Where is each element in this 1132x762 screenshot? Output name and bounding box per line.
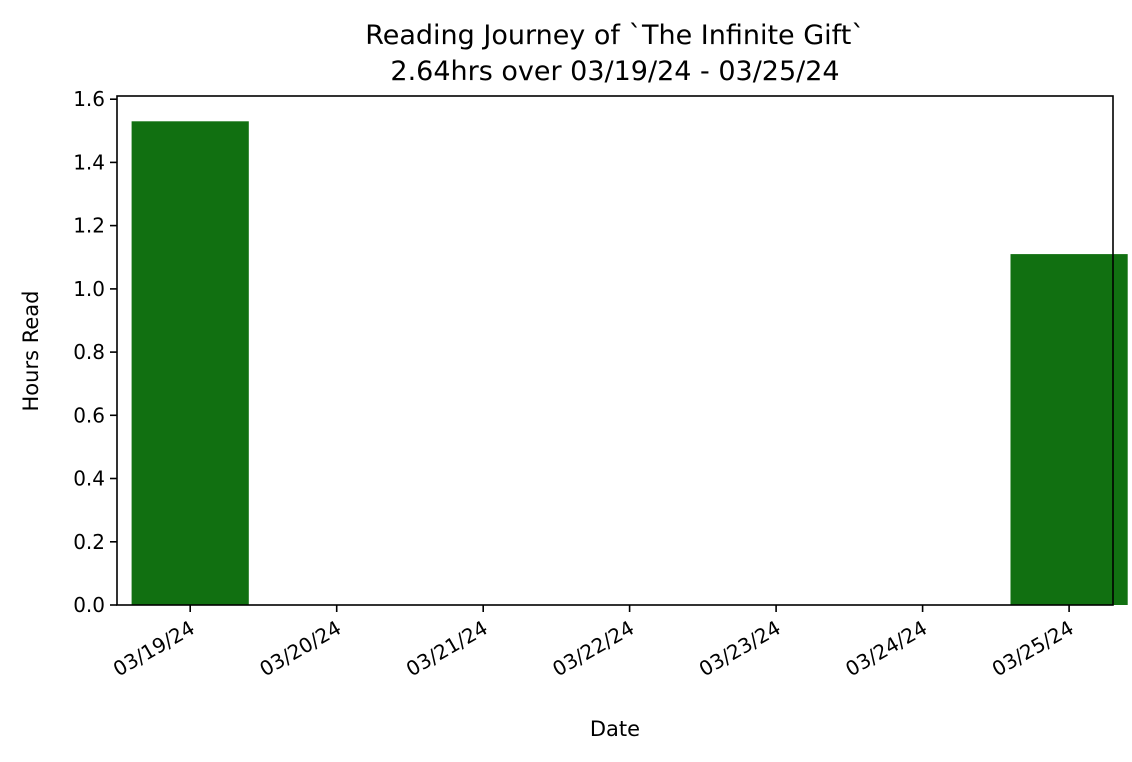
x-axis-label: Date	[590, 717, 640, 741]
chart-title: Reading Journey of `The Infinite Gift`	[365, 20, 865, 51]
y-tick-label: 0.2	[73, 530, 105, 554]
y-axis-ticks: 0.0 0.2 0.4 0.6 0.8 1.0 1.2 1.4 1.6	[73, 87, 117, 617]
x-tick-label: 03/20/24	[255, 616, 345, 682]
bars-group	[131, 121, 1128, 606]
bar-03/19/24	[131, 121, 249, 606]
y-tick-label: 1.0	[73, 277, 105, 301]
y-tick-label: 1.6	[73, 87, 105, 111]
chart-subtitle: 2.64hrs over 03/19/24 - 03/25/24	[390, 56, 839, 87]
y-tick-label: 0.6	[73, 403, 105, 427]
bar-03/25/24	[1010, 254, 1128, 605]
y-tick-label: 0.4	[73, 467, 105, 491]
plot-frame	[116, 95, 1114, 606]
x-tick-label: 03/21/24	[402, 616, 492, 682]
x-tick-label: 03/23/24	[695, 616, 785, 682]
y-tick-label: 0.8	[73, 340, 105, 364]
x-tick-label: 03/22/24	[548, 616, 638, 682]
y-axis-label: Hours Read	[19, 291, 43, 412]
x-tick-label: 03/19/24	[109, 616, 199, 682]
y-tick-label: 1.2	[73, 214, 105, 238]
x-axis-ticks: 03/19/24 03/20/24 03/21/24 03/22/24 03/23/24…	[109, 605, 1078, 681]
x-tick-label: 03/24/24	[841, 616, 931, 682]
x-tick-label: 03/25/24	[988, 616, 1078, 682]
y-tick-label: 1.4	[73, 150, 105, 174]
y-tick-label: 0.0	[73, 593, 105, 617]
